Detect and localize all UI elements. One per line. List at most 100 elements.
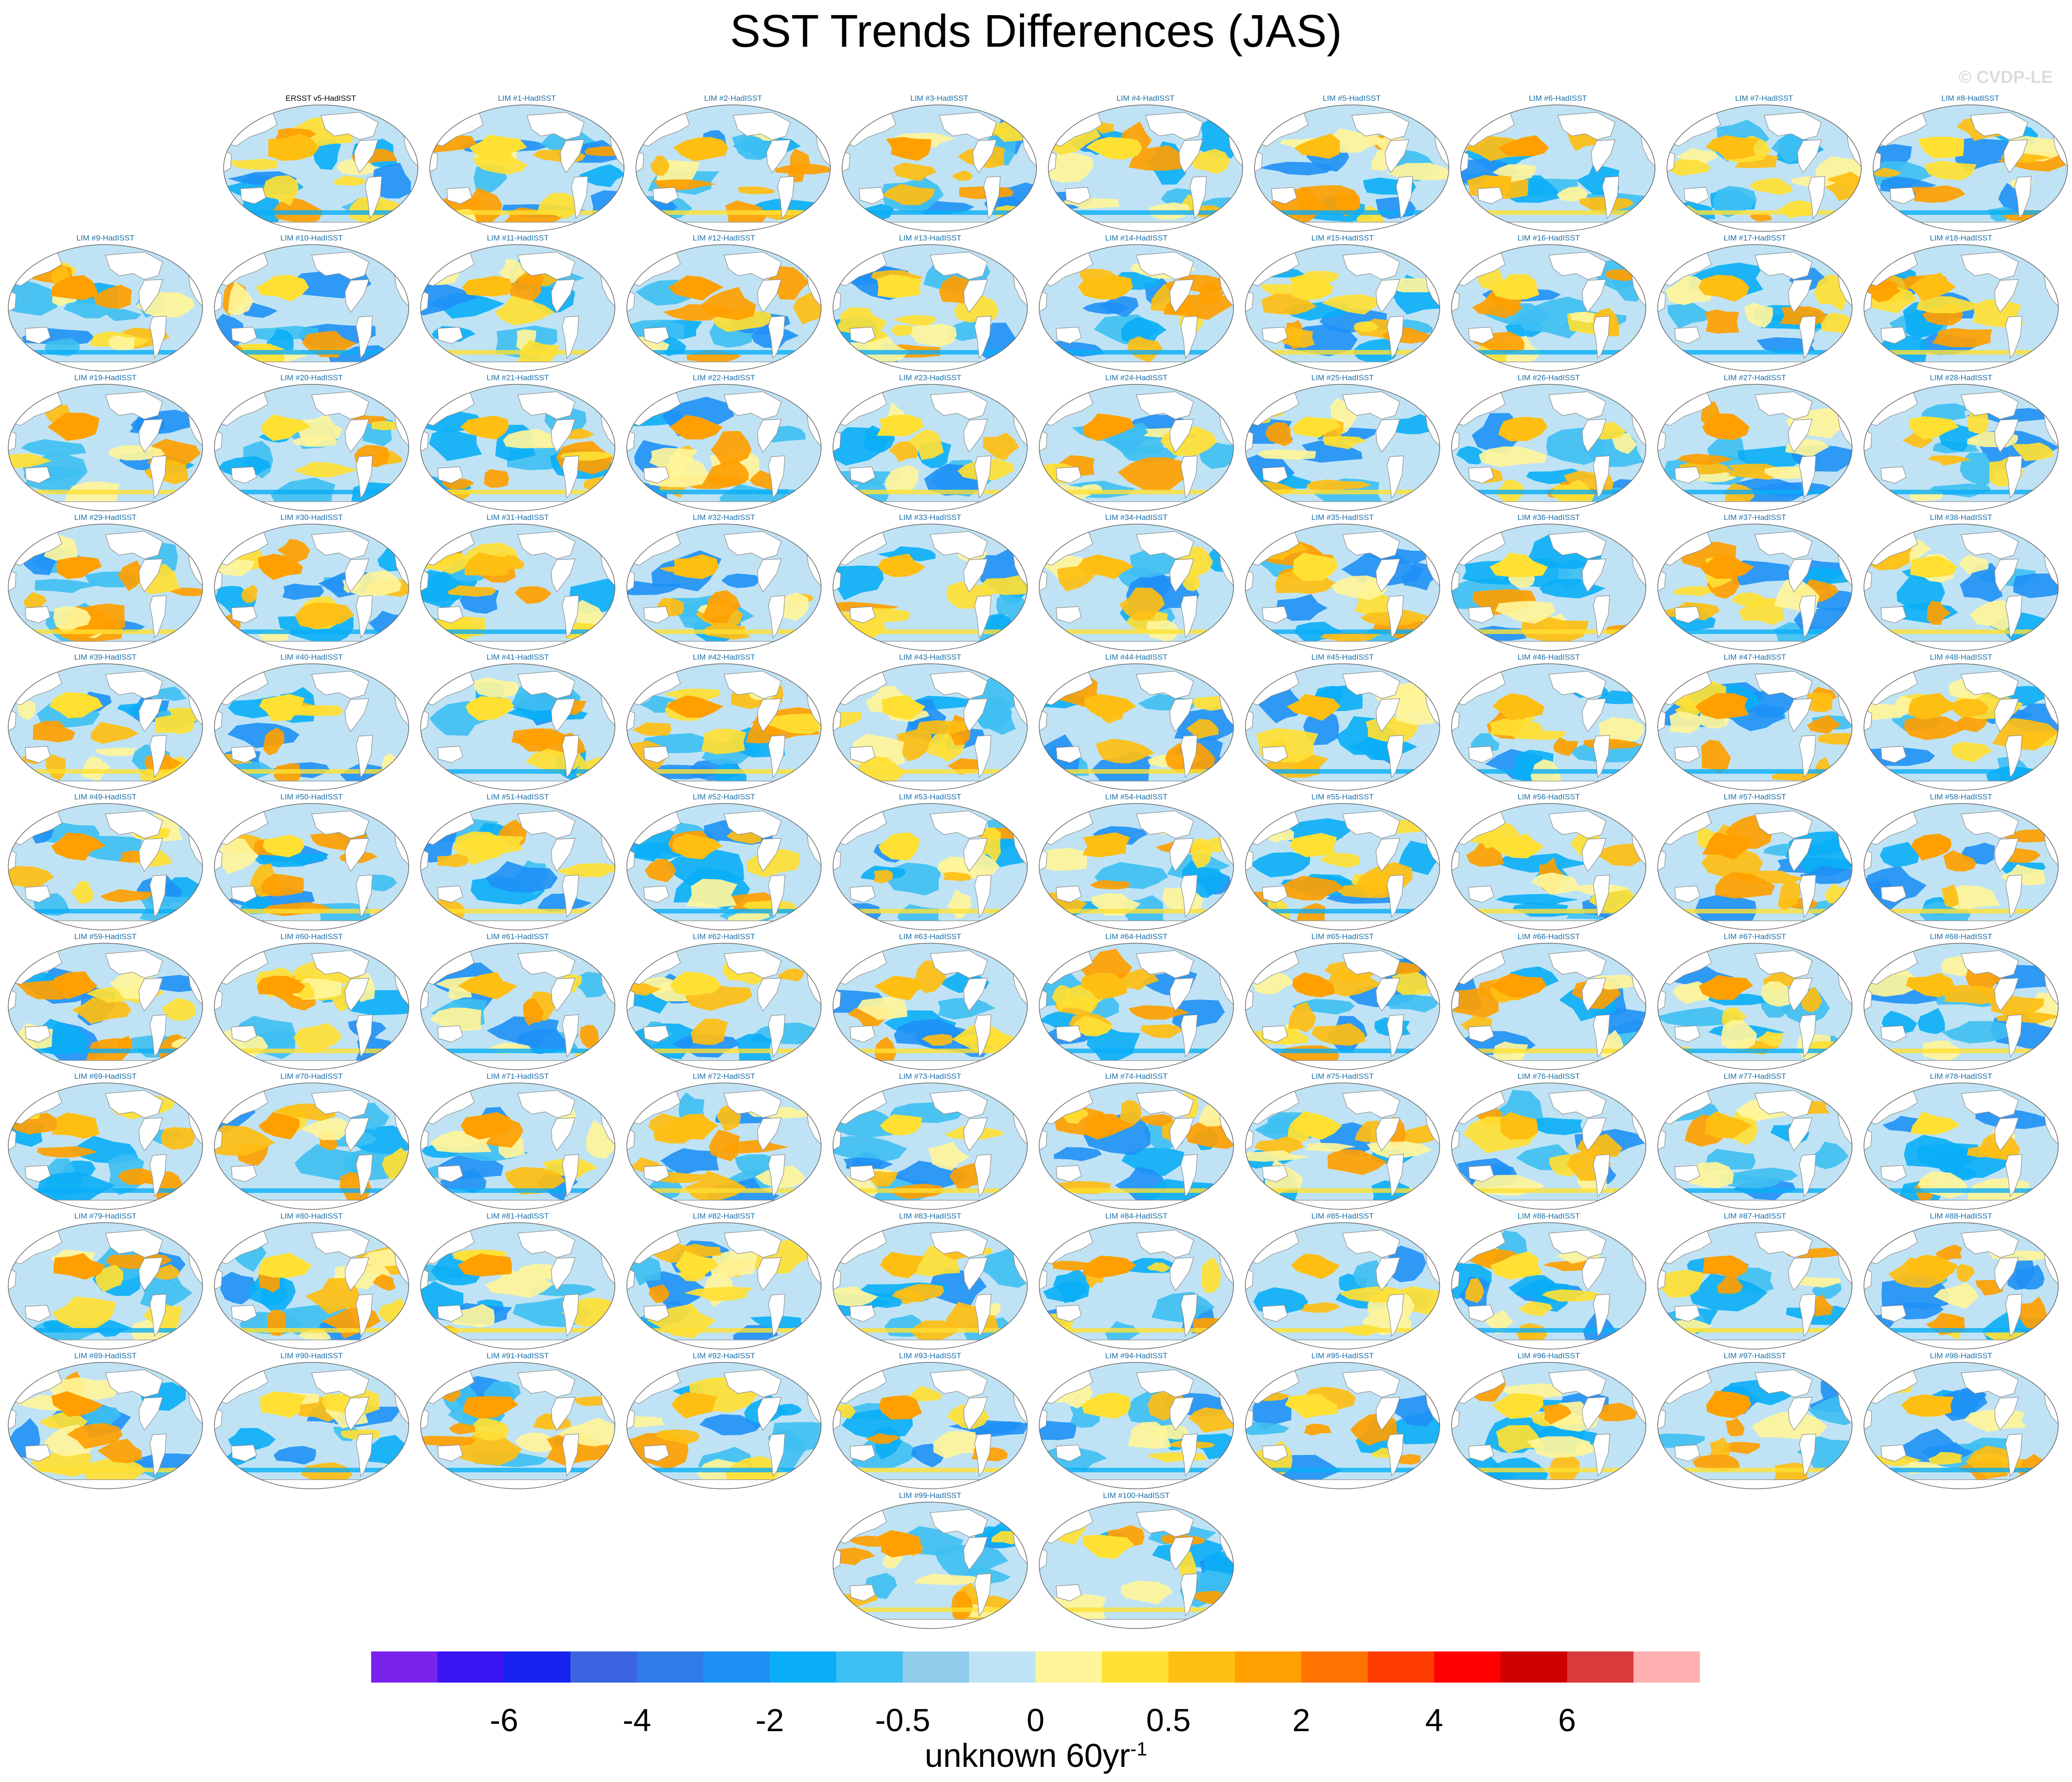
panel-label: LIM #62-HadISST bbox=[692, 932, 756, 941]
panel-member: LIM #10-HadISST bbox=[213, 234, 410, 373]
sst-trend-map bbox=[420, 244, 615, 372]
panel-member: LIM #28-HadISST bbox=[1863, 373, 2060, 513]
panel-member: LIM #30-HadISST bbox=[213, 513, 410, 653]
panel-label: LIM #1-HadISST bbox=[498, 94, 556, 103]
panel-member: LIM #58-HadISST bbox=[1863, 793, 2060, 932]
panel-label: LIM #9-HadISST bbox=[76, 234, 135, 242]
sst-trend-map bbox=[626, 1362, 822, 1489]
sst-trend-map bbox=[420, 524, 615, 651]
panel-member: LIM #24-HadISST bbox=[1038, 373, 1235, 513]
panel-label: LIM #45-HadISST bbox=[1311, 653, 1374, 661]
colorbar-tick-label: -6 bbox=[489, 1702, 519, 1738]
panel-label: LIM #65-HadISST bbox=[1311, 932, 1374, 941]
panel-label: LIM #40-HadISST bbox=[280, 653, 343, 661]
panel-member: LIM #15-HadISST bbox=[1244, 234, 1441, 373]
sst-trend-map bbox=[626, 524, 822, 651]
panel-label: LIM #25-HadISST bbox=[1311, 373, 1374, 382]
panel-label: LIM #74-HadISST bbox=[1105, 1072, 1168, 1081]
panel-member: LIM #59-HadISST bbox=[7, 932, 204, 1072]
colorbar-box bbox=[1501, 1651, 1567, 1683]
sst-trend-map bbox=[8, 244, 203, 372]
panel-member: LIM #42-HadISST bbox=[625, 653, 822, 793]
panel-member: LIM #70-HadISST bbox=[213, 1072, 410, 1212]
panel-member: LIM #7-HadISST bbox=[1666, 94, 1863, 234]
panel-member: LIM #94-HadISST bbox=[1038, 1351, 1235, 1491]
panel-label: LIM #4-HadISST bbox=[1116, 94, 1175, 103]
panel-member: LIM #8-HadISST bbox=[1872, 94, 2069, 234]
panel-member: LIM #1-HadISST bbox=[428, 94, 625, 234]
sst-trend-map bbox=[420, 1082, 615, 1210]
panel-member: LIM #100-HadISST bbox=[1038, 1491, 1235, 1631]
panel-member: LIM #46-HadISST bbox=[1450, 653, 1647, 793]
colorbar-box bbox=[1301, 1651, 1368, 1683]
colorbar-tick-label: 0.5 bbox=[1146, 1702, 1191, 1738]
sst-trend-map bbox=[833, 384, 1028, 511]
colorbar-box bbox=[1434, 1651, 1501, 1683]
panel-label: LIM #28-HadISST bbox=[1929, 373, 1993, 382]
panel-label: LIM #91-HadISST bbox=[486, 1351, 549, 1360]
panel-label: LIM #82-HadISST bbox=[692, 1212, 756, 1220]
sst-trend-map bbox=[1864, 384, 2059, 511]
panel-label: LIM #15-HadISST bbox=[1311, 234, 1374, 242]
sst-trend-map bbox=[1245, 803, 1440, 930]
sst-trend-map bbox=[1039, 663, 1234, 791]
colorbar-box bbox=[1168, 1651, 1235, 1683]
panel-member: LIM #53-HadISST bbox=[832, 793, 1029, 932]
panel-label: LIM #77-HadISST bbox=[1723, 1072, 1787, 1081]
sst-trend-map bbox=[1245, 524, 1440, 651]
panel-member: LIM #71-HadISST bbox=[419, 1072, 616, 1212]
sst-trend-map bbox=[1451, 1222, 1646, 1350]
panel-member: LIM #49-HadISST bbox=[7, 793, 204, 932]
sst-trend-map bbox=[833, 803, 1028, 930]
panel-member: LIM #48-HadISST bbox=[1863, 653, 2060, 793]
panel-member: LIM #67-HadISST bbox=[1656, 932, 1853, 1072]
panel-member: LIM #6-HadISST bbox=[1459, 94, 1656, 234]
panel-member: LIM #45-HadISST bbox=[1244, 653, 1441, 793]
colorbar-box bbox=[703, 1651, 770, 1683]
sst-trend-map bbox=[1451, 1082, 1646, 1210]
panel-member: LIM #99-HadISST bbox=[832, 1491, 1029, 1631]
panel-label: LIM #89-HadISST bbox=[74, 1351, 137, 1360]
panel-label: LIM #29-HadISST bbox=[74, 513, 137, 522]
sst-trend-map bbox=[8, 943, 203, 1070]
sst-trend-map bbox=[626, 244, 822, 372]
panel-label: LIM #5-HadISST bbox=[1322, 94, 1381, 103]
panel-member: LIM #78-HadISST bbox=[1863, 1072, 2060, 1212]
panel-member: LIM #29-HadISST bbox=[7, 513, 204, 653]
panel-label: LIM #94-HadISST bbox=[1105, 1351, 1168, 1360]
panel-label: LIM #61-HadISST bbox=[486, 932, 549, 941]
sst-trend-map bbox=[833, 943, 1028, 1070]
panel-label: LIM #36-HadISST bbox=[1517, 513, 1580, 522]
panel-label: LIM #64-HadISST bbox=[1105, 932, 1168, 941]
sst-trend-map bbox=[1657, 244, 1853, 372]
panel-member: LIM #21-HadISST bbox=[419, 373, 616, 513]
sst-trend-map bbox=[8, 524, 203, 651]
panel-member: LIM #72-HadISST bbox=[625, 1072, 822, 1212]
sst-trend-map bbox=[833, 1082, 1028, 1210]
sst-trend-map bbox=[1864, 943, 2059, 1070]
sst-trend-map bbox=[1460, 104, 1655, 232]
panel-label: LIM #43-HadISST bbox=[899, 653, 962, 661]
sst-trend-map bbox=[626, 663, 822, 791]
colorbar-box bbox=[1567, 1651, 1633, 1683]
panel-member: LIM #57-HadISST bbox=[1656, 793, 1853, 932]
sst-trend-map bbox=[1864, 663, 2059, 791]
sst-trend-map bbox=[1451, 244, 1646, 372]
panel-label: LIM #81-HadISST bbox=[486, 1212, 549, 1220]
panel-member: LIM #37-HadISST bbox=[1656, 513, 1853, 653]
sst-trend-map bbox=[1245, 1222, 1440, 1350]
panel-member: LIM #47-HadISST bbox=[1656, 653, 1853, 793]
sst-trend-map bbox=[833, 663, 1028, 791]
panel-label: LIM #84-HadISST bbox=[1105, 1212, 1168, 1220]
panel-label: LIM #52-HadISST bbox=[692, 793, 756, 801]
panel-member: LIM #17-HadISST bbox=[1656, 234, 1853, 373]
panel-member: LIM #68-HadISST bbox=[1863, 932, 2060, 1072]
sst-trend-map bbox=[833, 244, 1028, 372]
panel-label: LIM #88-HadISST bbox=[1929, 1212, 1993, 1220]
panel-label: LIM #38-HadISST bbox=[1929, 513, 1993, 522]
sst-trend-map bbox=[1657, 943, 1853, 1070]
colorbar-tick-label: 0 bbox=[1026, 1702, 1045, 1738]
panel-member: LIM #19-HadISST bbox=[7, 373, 204, 513]
panel-member: LIM #79-HadISST bbox=[7, 1212, 204, 1351]
panel-member: LIM #61-HadISST bbox=[419, 932, 616, 1072]
